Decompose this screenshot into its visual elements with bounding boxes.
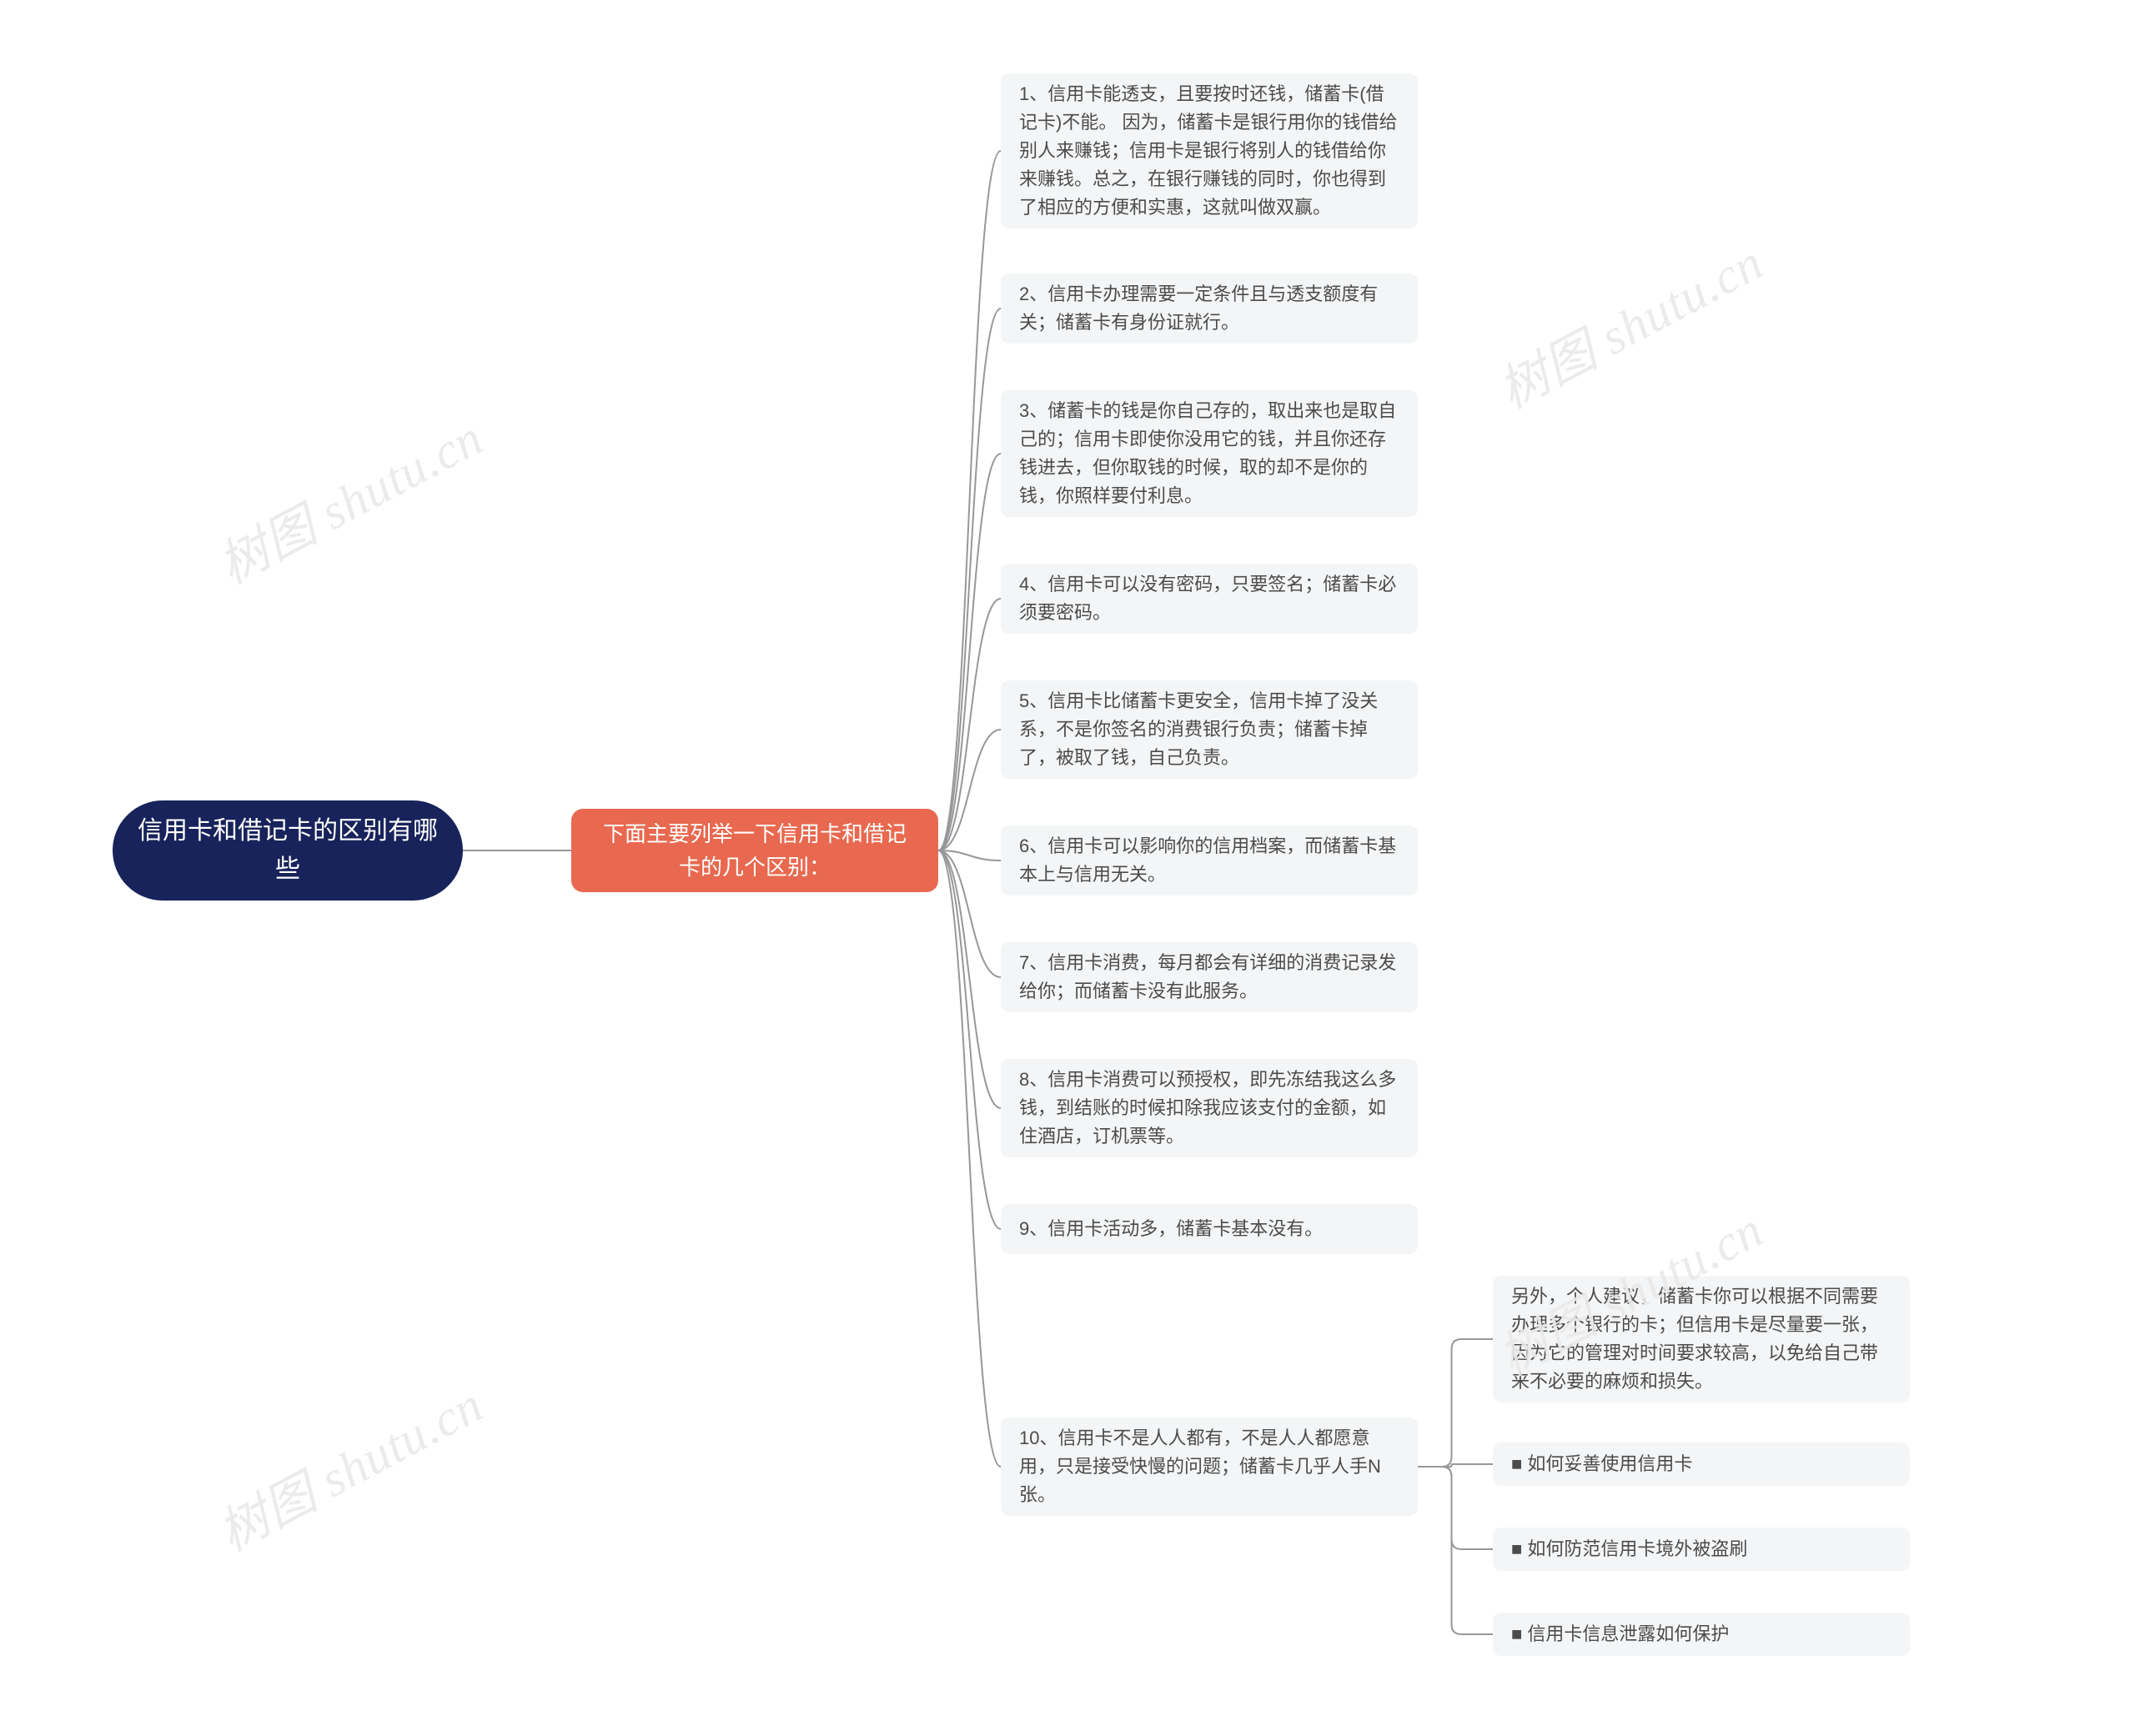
leaf-node-d7[interactable]: 7、信用卡消费，每月都会有详细的消费记录发给你；而储蓄卡没有此服务。 [1001, 942, 1418, 1012]
leaf-node-d1-label: 1、信用卡能透支，且要按时还钱，储蓄卡(借记卡)不能。 因为，储蓄卡是银行用你的… [1019, 80, 1399, 222]
leaf-node-d2-label: 2、信用卡办理需要一定条件且与透支额度有关；储蓄卡有身份证就行。 [1019, 280, 1399, 337]
leaf-node-d3[interactable]: 3、储蓄卡的钱是你自己存的，取出来也是取自己的；信用卡即使你没用它的钱，并且你还… [1001, 390, 1418, 517]
watermark: 树图 shutu.cn [203, 398, 494, 598]
connector [1418, 1467, 1493, 1634]
leaf-node-d9[interactable]: 9、信用卡活动多，储蓄卡基本没有。 [1001, 1204, 1418, 1254]
connector [938, 850, 1001, 860]
watermark-text: 树图 shutu.cn [1490, 234, 1772, 419]
leaf-node-d6-label: 6、信用卡可以影响你的信用档案，而储蓄卡基本上与信用无关。 [1019, 832, 1399, 889]
watermark: 树图 shutu.cn [203, 1365, 494, 1565]
leaf-node-d10[interactable]: 10、信用卡不是人人都有，不是人人都愿意用，只是接受快慢的问题；储蓄卡几乎人手N… [1001, 1417, 1418, 1516]
leaf-node-d5[interactable]: 5、信用卡比储蓄卡更安全，信用卡掉了没关系，不是你签名的消费银行负责；储蓄卡掉了… [1001, 680, 1418, 779]
subleaf-node-s1[interactable]: 另外，个人建议，储蓄卡你可以根据不同需要办理多个银行的卡；但信用卡是尽量要一张，… [1493, 1276, 1910, 1402]
leaf-node-d4-label: 4、信用卡可以没有密码，只要签名；储蓄卡必须要密码。 [1019, 570, 1399, 627]
subleaf-node-s2-label: ■ 如何妥善使用信用卡 [1511, 1450, 1692, 1478]
connector [938, 151, 1001, 850]
connector [938, 850, 1001, 1229]
connector [938, 850, 1001, 977]
connector [938, 850, 1001, 1467]
connector [1418, 1339, 1493, 1467]
leaf-node-d4[interactable]: 4、信用卡可以没有密码，只要签名；储蓄卡必须要密码。 [1001, 564, 1418, 634]
leaf-node-d3-label: 3、储蓄卡的钱是你自己存的，取出来也是取自己的；信用卡即使你没用它的钱，并且你还… [1019, 397, 1399, 510]
leaf-node-d6[interactable]: 6、信用卡可以影响你的信用档案，而储蓄卡基本上与信用无关。 [1001, 825, 1418, 896]
watermark-text: 树图 shutu.cn [210, 1377, 492, 1561]
watermark-text: 树图 shutu.cn [210, 409, 492, 594]
connector [938, 850, 1001, 1108]
level2-node-label: 下面主要列举一下信用卡和借记卡的几个区别： [595, 817, 915, 885]
level2-node[interactable]: 下面主要列举一下信用卡和借记卡的几个区别： [571, 809, 938, 892]
connector [938, 599, 1001, 850]
leaf-node-d1[interactable]: 1、信用卡能透支，且要按时还钱，储蓄卡(借记卡)不能。 因为，储蓄卡是银行用你的… [1001, 73, 1418, 228]
root-node[interactable]: 信用卡和借记卡的区别有哪些 [113, 800, 463, 901]
connector [1418, 1464, 1493, 1467]
subleaf-node-s4[interactable]: ■ 信用卡信息泄露如何保护 [1493, 1613, 1910, 1656]
connector [938, 309, 1001, 850]
leaf-node-d9-label: 9、信用卡活动多，储蓄卡基本没有。 [1019, 1215, 1323, 1243]
connector [1418, 1467, 1493, 1549]
connector [938, 730, 1001, 850]
leaf-node-d8-label: 8、信用卡消费可以预授权，即先冻结我这么多钱，到结账的时候扣除我应该支付的金额，… [1019, 1066, 1399, 1151]
subleaf-node-s3[interactable]: ■ 如何防范信用卡境外被盗刷 [1493, 1528, 1910, 1571]
leaf-node-d5-label: 5、信用卡比储蓄卡更安全，信用卡掉了没关系，不是你签名的消费银行负责；储蓄卡掉了… [1019, 687, 1399, 772]
leaf-node-d7-label: 7、信用卡消费，每月都会有详细的消费记录发给你；而储蓄卡没有此服务。 [1019, 949, 1399, 1006]
subleaf-node-s4-label: ■ 信用卡信息泄露如何保护 [1511, 1620, 1729, 1648]
subleaf-node-s2[interactable]: ■ 如何妥善使用信用卡 [1493, 1442, 1910, 1486]
leaf-node-d10-label: 10、信用卡不是人人都有，不是人人都愿意用，只是接受快慢的问题；储蓄卡几乎人手N… [1019, 1424, 1399, 1509]
subleaf-node-s3-label: ■ 如何防范信用卡境外被盗刷 [1511, 1535, 1747, 1563]
leaf-node-d2[interactable]: 2、信用卡办理需要一定条件且与透支额度有关；储蓄卡有身份证就行。 [1001, 273, 1418, 344]
watermark: 树图 shutu.cn [1484, 223, 1774, 423]
connector [938, 454, 1001, 850]
leaf-node-d8[interactable]: 8、信用卡消费可以预授权，即先冻结我这么多钱，到结账的时候扣除我应该支付的金额，… [1001, 1059, 1418, 1157]
subleaf-node-s1-label: 另外，个人建议，储蓄卡你可以根据不同需要办理多个银行的卡；但信用卡是尽量要一张，… [1511, 1282, 1891, 1396]
root-node-label: 信用卡和借记卡的区别有哪些 [136, 812, 440, 890]
